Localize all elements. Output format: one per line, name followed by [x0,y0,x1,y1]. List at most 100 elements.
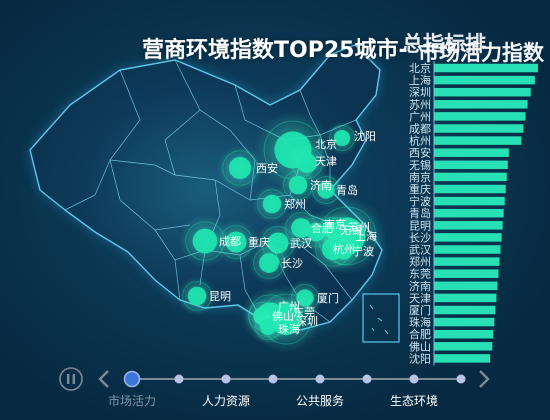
timeline-dot[interactable] [221,374,231,384]
next-arrow-icon[interactable] [479,370,490,388]
timeline-dot-active[interactable] [123,370,141,388]
bar-label: 郑州 [409,255,431,269]
city-bubble-宁波[interactable] [325,232,363,270]
bubble-dot [228,156,252,180]
timeline-dot[interactable] [315,374,325,384]
bubble-dot [225,231,247,253]
bubble-dot [262,194,282,214]
city-label: 沈阳 [354,129,376,143]
bubble-ring [182,281,212,311]
bar-label: 杭州 [409,134,431,148]
pause-button[interactable] [59,367,83,391]
bar-label: 成都 [409,123,431,136]
bar-无锡 [434,160,508,170]
city-bubble-沈阳[interactable] [325,121,359,155]
bar-武汉 [434,245,501,254]
timeline-label[interactable]: 公共服务 [296,394,345,408]
timeline-label[interactable]: 生态环境 [390,394,439,408]
bar-青岛 [434,208,504,218]
city-label: 杭州 [333,242,355,256]
city-label: 苏州 [348,221,370,234]
bubble-ring [222,150,258,186]
bar-label: 宁波 [409,194,431,208]
timeline-label[interactable]: 市场活力 [108,394,157,408]
city-bubble-重庆[interactable] [213,219,259,265]
city-label: 济南 [310,178,332,192]
bar-成都 [434,124,524,133]
bar-厦门 [434,305,496,315]
city-label: 青岛 [336,183,358,197]
bar-label: 济南 [409,279,431,293]
bubble-dot [335,242,353,260]
city-label: 重庆 [248,235,270,249]
bubble-dot [192,228,218,254]
bar-label: 武汉 [409,244,431,257]
timeline-dot[interactable] [456,374,466,384]
bar-深圳 [434,87,531,97]
bar-上海 [434,75,535,85]
city-label: 北京 [315,137,337,151]
city-label: 广州 [278,300,300,313]
bar-label: 合肥 [409,327,431,341]
bar-label: 昆明 [409,219,431,232]
bubble-ring [255,314,281,340]
timeline-dots [123,370,466,388]
bar-label: 苏州 [409,98,431,111]
bar-chart: 北京上海深圳苏州广州成都杭州西安无锡南京重庆宁波青岛昆明长沙武汉郑州东莞济南天津… [409,61,538,366]
chart-subtitle: 市场活力指数 [418,41,544,65]
bar-苏州 [434,100,528,109]
city-label: 天津 [315,155,337,168]
city-bubble-郑州[interactable] [252,184,292,224]
bubble-dot [288,175,308,195]
bar-label: 沈阳 [409,351,431,365]
bar-label: 北京 [409,61,431,75]
bar-label: 无锡 [409,158,431,172]
city-label: 上海 [355,229,377,243]
bar-长沙 [434,233,502,242]
bubble-dot [259,318,277,336]
city-label: 昆明 [209,290,231,303]
city-label: 武汉 [290,237,312,250]
city-label: 东莞 [293,306,315,319]
timeline-dot[interactable] [362,374,372,384]
timeline-dot[interactable] [174,374,184,384]
bar-昆明 [434,221,503,230]
bar-label: 深圳 [409,86,431,99]
timeline-dot[interactable] [268,374,278,384]
timeline-label[interactable]: 人力资源 [202,394,251,408]
timeline [59,367,490,391]
bar-label: 佛山 [409,340,431,353]
bar-沈阳 [434,354,491,363]
bubble-ring [257,189,287,219]
bubble-dot [187,286,207,306]
bar-label: 南京 [409,170,431,184]
city-label: 郑州 [284,197,306,211]
city-bubble-长沙[interactable] [248,242,290,284]
bubble-dot [317,181,335,199]
city-label: 西安 [256,161,278,175]
bar-label: 天津 [409,292,431,305]
timeline-dot[interactable] [409,374,419,384]
city-label: 长沙 [281,257,303,270]
overlay-text: 总指标排 [402,32,486,56]
city-bubble-珠海[interactable] [251,310,285,344]
bar-宁波 [434,196,505,206]
pause-icon-bar-right [72,374,75,384]
bar-label: 广州 [409,110,431,123]
city-label: 珠海 [278,322,300,336]
bar-label: 西安 [409,146,431,160]
city-label: 佛山 [272,310,294,323]
city-bubble-昆明[interactable] [177,276,217,316]
bar-西安 [434,148,509,157]
bar-label: 厦门 [409,303,431,317]
bar-佛山 [434,342,493,351]
south-china-sea-inset [362,293,400,343]
bar-东莞 [434,269,499,278]
bar-合肥 [434,329,494,339]
prev-arrow-icon[interactable] [98,370,109,388]
bar-label: 东莞 [409,268,431,281]
chart-title: 营商环境指数TOP25城市- [142,38,408,63]
city-bubble-西安[interactable] [216,144,264,192]
